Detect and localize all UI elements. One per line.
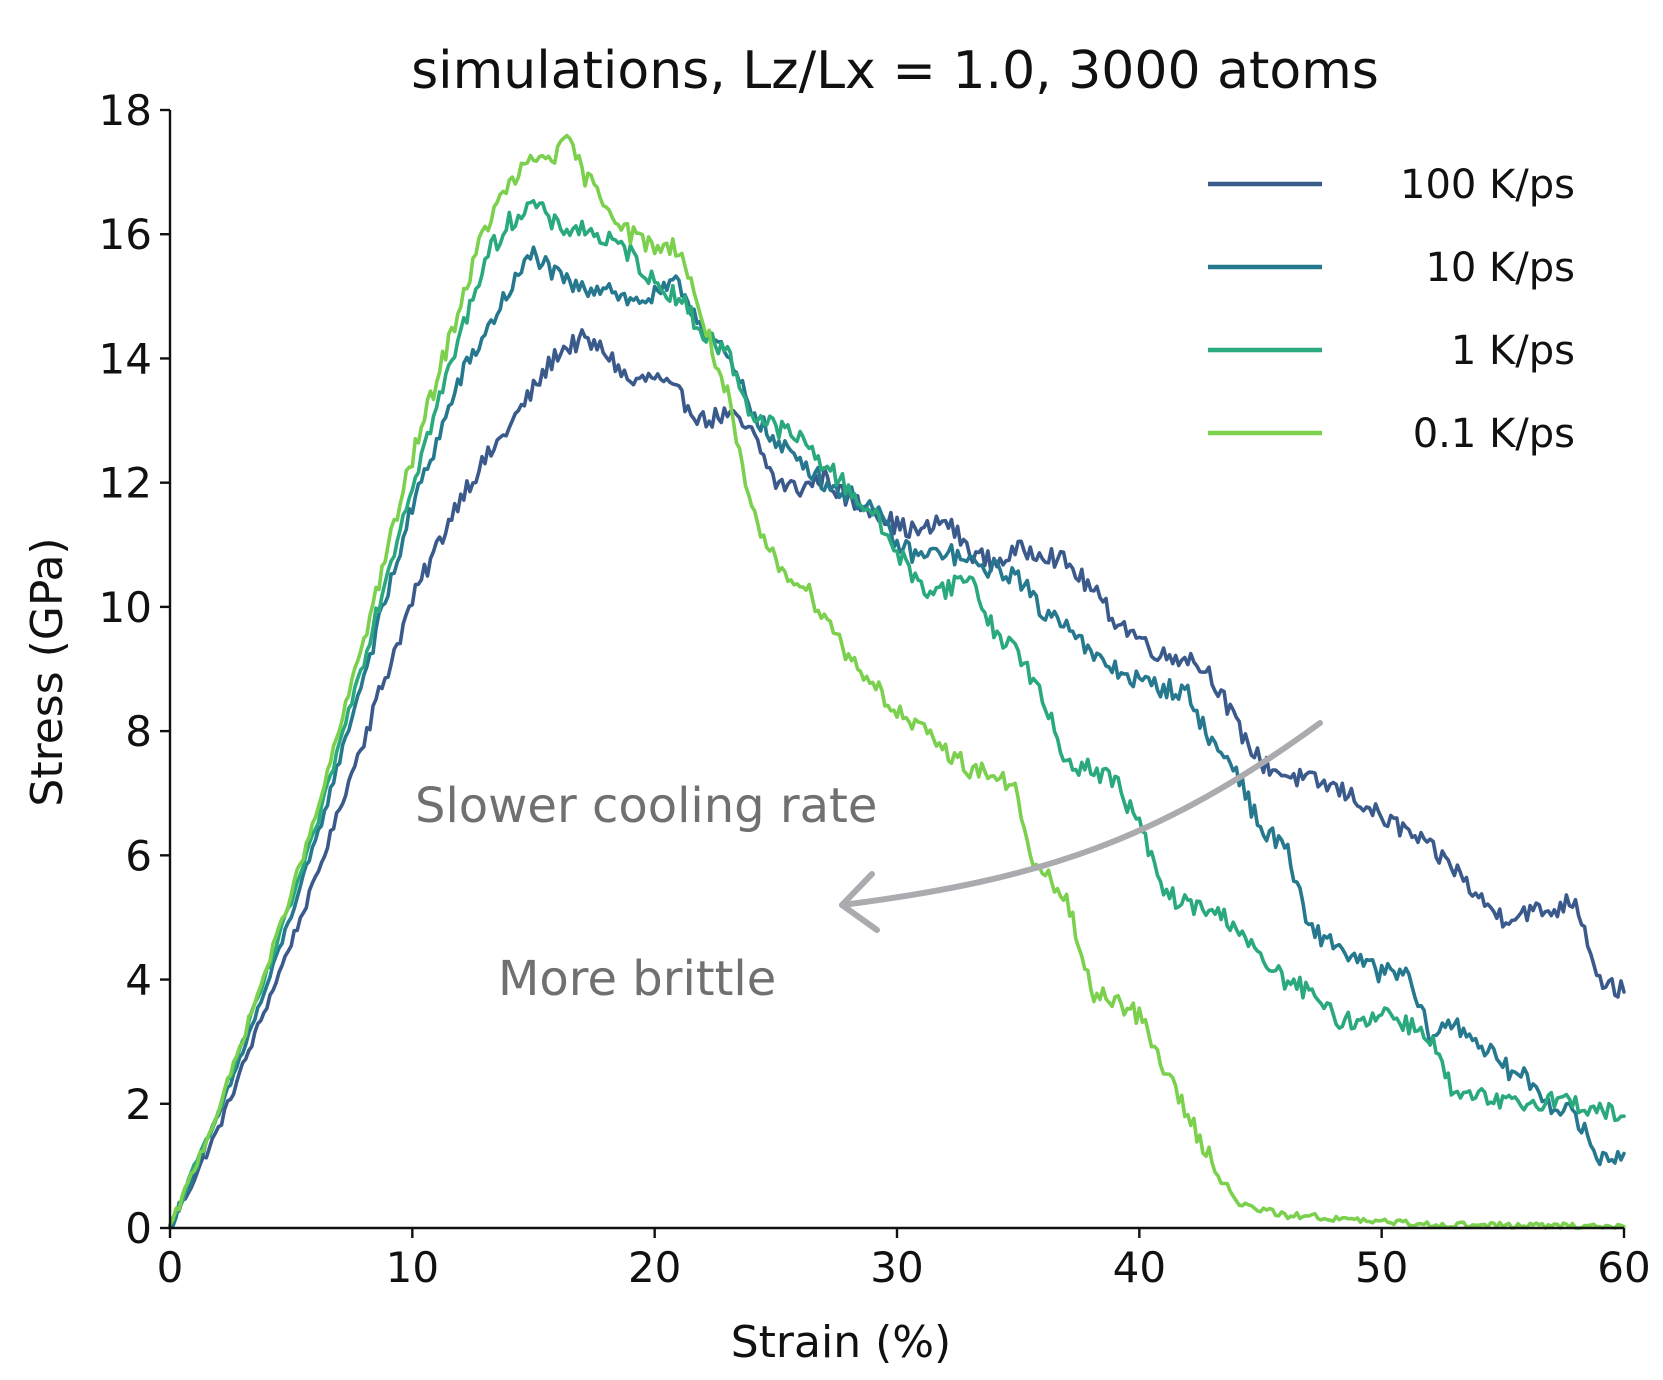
x-tick-label: 50 (1355, 1243, 1408, 1292)
series-line-2 (168, 199, 1626, 1227)
x-tick-label: 10 (386, 1243, 439, 1292)
y-tick-label: 0 (125, 1204, 152, 1253)
x-tick-label: 40 (1113, 1243, 1166, 1292)
annotation-more-brittle: More brittle (498, 951, 776, 1007)
annotations: Slower cooling rate More brittle (415, 720, 1323, 1007)
axes (168, 110, 1624, 1230)
x-axis-label: Strain (%) (731, 1317, 951, 1368)
legend-label: 1 K/ps (1451, 328, 1575, 374)
annotation-arrow (839, 720, 1323, 908)
legend-label: 100 K/ps (1400, 162, 1575, 208)
y-tick-label: 18 (99, 86, 152, 135)
legend-label: 10 K/ps (1425, 245, 1575, 291)
x-tick-label: 60 (1597, 1243, 1650, 1292)
annotation-slower-cooling: Slower cooling rate (415, 778, 877, 834)
x-tick-label: 30 (870, 1243, 923, 1292)
x-tick-label: 0 (157, 1243, 184, 1292)
series-line-1 (168, 245, 1626, 1228)
y-tick-label: 6 (125, 831, 152, 880)
y-tick-label: 14 (99, 334, 152, 383)
series-line-3 (168, 133, 1626, 1230)
y-tick-label: 4 (125, 956, 152, 1005)
y-tick-label: 10 (99, 583, 152, 632)
legend: 100 K/ps 10 K/ps 1 K/ps 0.1 K/ps (1208, 162, 1575, 457)
x-tick-label: 20 (628, 1243, 681, 1292)
y-tick-label: 2 (125, 1080, 152, 1129)
ticks: 0 10 20 30 40 50 60 0 2 4 6 8 10 12 14 16 18 (99, 86, 1651, 1292)
legend-label: 0.1 K/ps (1413, 411, 1575, 457)
y-tick-label: 8 (125, 707, 152, 756)
y-axis-label: Stress (GPa) (22, 537, 73, 806)
y-tick-label: 12 (99, 459, 152, 508)
series-line-0 (168, 328, 1626, 1228)
annotation-arrow-head (839, 871, 880, 933)
y-tick-label: 16 (99, 210, 152, 259)
series-lines (168, 133, 1626, 1230)
chart-title: simulations, Lz/Lx = 1.0, 3000 atoms (411, 41, 1379, 101)
